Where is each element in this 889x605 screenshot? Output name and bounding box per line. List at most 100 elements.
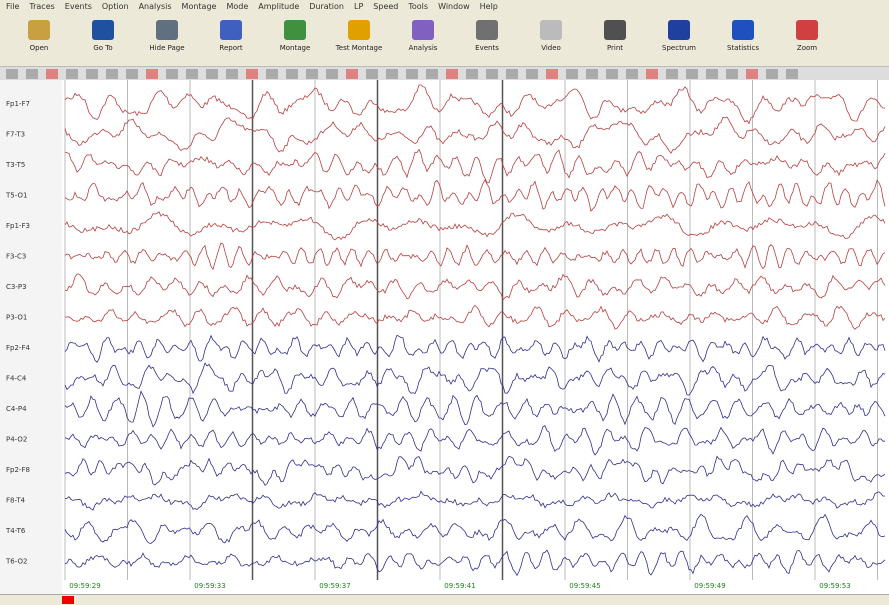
tool-icon[interactable] (486, 69, 498, 79)
toolbar-button[interactable]: Zoom (778, 14, 836, 66)
channel-label: C3-P3 (6, 283, 27, 291)
eeg-trace (64, 116, 886, 154)
channel-label: T5-O1 (5, 192, 27, 200)
status-bar (0, 594, 889, 605)
tool-icon[interactable] (546, 69, 558, 79)
toolbar-label: Video (541, 44, 561, 52)
tool-icon[interactable] (146, 69, 158, 79)
tool-icon[interactable] (326, 69, 338, 79)
channel-label: Fp1-F3 (6, 222, 30, 230)
tool-icon[interactable] (586, 69, 598, 79)
menu-item[interactable]: Montage (181, 2, 217, 11)
toolbar-button[interactable]: Video (522, 14, 580, 66)
tool-icon[interactable] (206, 69, 218, 79)
trace-area (0, 80, 889, 594)
menu-item[interactable]: Analysis (138, 2, 172, 11)
toolbar-button[interactable]: Analysis (394, 14, 452, 66)
tool-icon[interactable] (766, 69, 778, 79)
menu-item[interactable]: Mode (226, 2, 249, 11)
toolbar-icon (156, 20, 178, 40)
toolbar-icon (540, 20, 562, 40)
toolbar-label: Test Montage (335, 44, 383, 52)
tool-icon[interactable] (246, 69, 258, 79)
eeg-trace (64, 362, 886, 396)
tool-icon[interactable] (526, 69, 538, 79)
tool-icon[interactable] (426, 69, 438, 79)
menu-item[interactable]: Amplitude (258, 2, 300, 11)
tool-icon[interactable] (166, 69, 178, 79)
eeg-trace (64, 425, 885, 456)
tool-icon[interactable] (366, 69, 378, 79)
toolbar-label: Open (29, 44, 49, 52)
tool-icon[interactable] (406, 69, 418, 79)
menu-item[interactable]: Option (101, 2, 129, 11)
tool-icon[interactable] (46, 69, 58, 79)
tool-icon[interactable] (606, 69, 618, 79)
toolbar-icon (604, 20, 626, 40)
tool-icon[interactable] (626, 69, 638, 79)
tool-icon[interactable] (66, 69, 78, 79)
tool-icon[interactable] (186, 69, 198, 79)
toolbar-button[interactable]: Events (458, 14, 516, 66)
tool-icon[interactable] (686, 69, 698, 79)
toolbar-button[interactable]: Open (10, 14, 68, 66)
tool-icon[interactable] (386, 69, 398, 79)
tool-icon[interactable] (466, 69, 478, 79)
toolbar-button[interactable]: Report (202, 14, 260, 66)
toolbar-icon (732, 20, 754, 40)
toolbar-button[interactable]: Hide Page (138, 14, 196, 66)
menu-item[interactable]: Events (64, 2, 92, 11)
menu-item[interactable]: File (6, 2, 20, 11)
tool-icon[interactable] (346, 69, 358, 79)
menu-item[interactable]: LP (354, 2, 364, 11)
toolbar-button[interactable]: Statistics (714, 14, 772, 66)
toolbar-button[interactable]: Spectrum (650, 14, 708, 66)
toolbar-button[interactable]: Print (586, 14, 644, 66)
toolbar-label: Statistics (727, 44, 759, 52)
tool-icon[interactable] (6, 69, 18, 79)
tool-icon[interactable] (746, 69, 758, 79)
eeg-trace (64, 513, 886, 544)
toolbar-button[interactable]: Go To (74, 14, 132, 66)
menu-item[interactable]: Speed (373, 2, 399, 11)
menu-item[interactable]: Duration (309, 2, 344, 11)
tool-icon[interactable] (86, 69, 98, 79)
tool-icon[interactable] (646, 69, 658, 79)
tool-icon[interactable] (726, 69, 738, 79)
toolbar-icon (796, 20, 818, 40)
tool-icon[interactable] (286, 69, 298, 79)
menu-item[interactable]: Window (438, 2, 470, 11)
channel-label: F8-T4 (6, 497, 26, 505)
toolbar-icon (668, 20, 690, 40)
tool-icon[interactable] (446, 69, 458, 79)
tool-icon[interactable] (506, 69, 518, 79)
eeg-trace (64, 455, 886, 486)
menu-item[interactable]: Traces (29, 2, 55, 11)
tool-icon[interactable] (26, 69, 38, 79)
eeg-view: Fp1-F7 F7-T3 T3-T5 T5-O1 Fp1-F3 F3-C3 C3-P3 P3-… (0, 80, 889, 594)
tool-icon[interactable] (566, 69, 578, 79)
toolbar-button[interactable]: Test Montage (330, 14, 388, 66)
tool-icon[interactable] (126, 69, 138, 79)
channel-label: Fp2-F8 (6, 466, 30, 474)
eeg-trace (64, 390, 886, 428)
channel-label: Fp2-F4 (6, 344, 30, 352)
tool-icon[interactable] (106, 69, 118, 79)
channel-label: P3-O1 (6, 314, 27, 322)
menu-item[interactable]: Help (479, 2, 498, 11)
tool-icon[interactable] (666, 69, 678, 79)
toolbar-button[interactable]: Montage (266, 14, 324, 66)
tool-icon[interactable] (786, 69, 798, 79)
tool-icon[interactable] (706, 69, 718, 79)
tool-icon[interactable] (266, 69, 278, 79)
tool-icon[interactable] (226, 69, 238, 79)
channel-label: Fp1-F7 (6, 100, 30, 108)
eeg-trace (64, 84, 886, 125)
eeg-trace (64, 179, 886, 212)
tool-icon[interactable] (306, 69, 318, 79)
eeg-trace (65, 273, 886, 301)
menu-item[interactable]: Tools (408, 2, 429, 11)
toolbar-icon (220, 20, 242, 40)
toolbar-icon (476, 20, 498, 40)
